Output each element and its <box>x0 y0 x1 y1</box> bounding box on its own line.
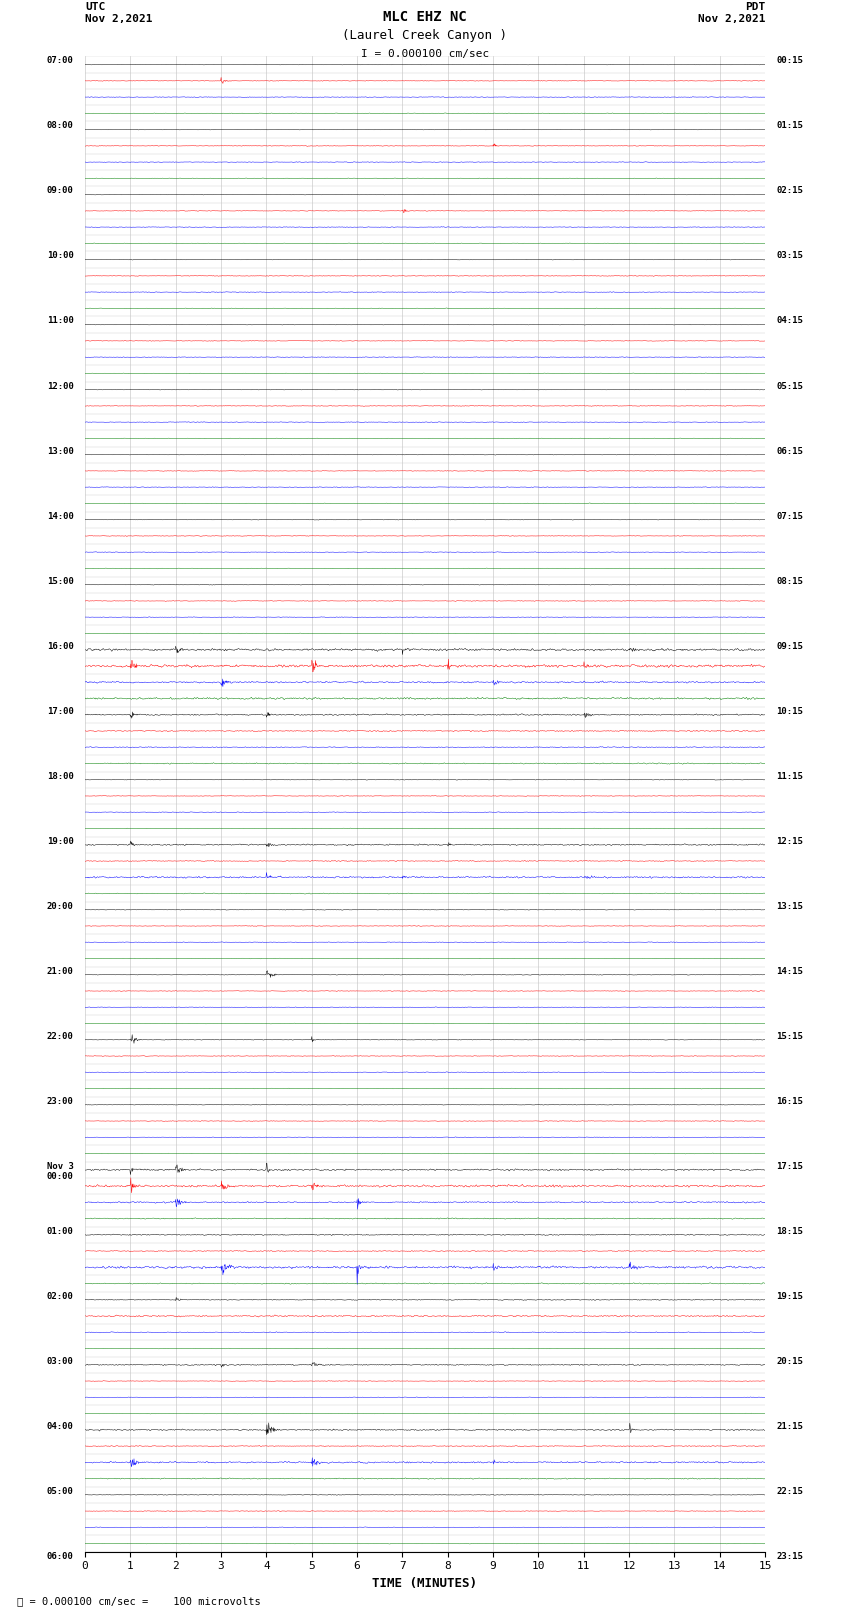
Text: I = 0.000100 cm/sec: I = 0.000100 cm/sec <box>361 50 489 60</box>
Text: 12:00: 12:00 <box>47 382 74 390</box>
Text: 16:00: 16:00 <box>47 642 74 650</box>
Text: 21:15: 21:15 <box>776 1421 803 1431</box>
Text: 09:15: 09:15 <box>776 642 803 650</box>
Text: 17:15: 17:15 <box>776 1161 803 1171</box>
Text: 14:15: 14:15 <box>776 966 803 976</box>
Text: 08:15: 08:15 <box>776 576 803 586</box>
Text: 00:15: 00:15 <box>776 56 803 66</box>
Text: 07:15: 07:15 <box>776 511 803 521</box>
Text: 05:00: 05:00 <box>47 1487 74 1495</box>
Text: 23:00: 23:00 <box>47 1097 74 1105</box>
Text: ℵ = 0.000100 cm/sec =    100 microvolts: ℵ = 0.000100 cm/sec = 100 microvolts <box>17 1597 261 1607</box>
Text: 20:00: 20:00 <box>47 902 74 911</box>
Text: 14:00: 14:00 <box>47 511 74 521</box>
Text: MLC EHZ NC: MLC EHZ NC <box>383 10 467 24</box>
Text: 19:15: 19:15 <box>776 1292 803 1300</box>
Text: 16:15: 16:15 <box>776 1097 803 1105</box>
Text: 15:15: 15:15 <box>776 1032 803 1040</box>
Text: 09:00: 09:00 <box>47 187 74 195</box>
Text: 21:00: 21:00 <box>47 966 74 976</box>
Text: 22:15: 22:15 <box>776 1487 803 1495</box>
Text: 02:15: 02:15 <box>776 187 803 195</box>
Text: UTC
Nov 2,2021: UTC Nov 2,2021 <box>85 2 152 24</box>
Text: PDT
Nov 2,2021: PDT Nov 2,2021 <box>698 2 765 24</box>
Text: 02:00: 02:00 <box>47 1292 74 1300</box>
Text: 15:00: 15:00 <box>47 576 74 586</box>
Text: 06:00: 06:00 <box>47 1552 74 1561</box>
Text: 01:00: 01:00 <box>47 1226 74 1236</box>
Text: Nov 3
00:00: Nov 3 00:00 <box>47 1161 74 1181</box>
Text: 23:15: 23:15 <box>776 1552 803 1561</box>
Text: 19:00: 19:00 <box>47 837 74 845</box>
Text: 18:15: 18:15 <box>776 1226 803 1236</box>
Text: 04:15: 04:15 <box>776 316 803 326</box>
Text: 01:15: 01:15 <box>776 121 803 131</box>
Text: 11:15: 11:15 <box>776 771 803 781</box>
Text: 13:15: 13:15 <box>776 902 803 911</box>
Text: 03:00: 03:00 <box>47 1357 74 1366</box>
Text: 17:00: 17:00 <box>47 706 74 716</box>
Text: 05:15: 05:15 <box>776 382 803 390</box>
Text: 13:00: 13:00 <box>47 447 74 455</box>
Text: 20:15: 20:15 <box>776 1357 803 1366</box>
Text: 10:00: 10:00 <box>47 252 74 260</box>
Text: 12:15: 12:15 <box>776 837 803 845</box>
Text: 07:00: 07:00 <box>47 56 74 66</box>
Text: 06:15: 06:15 <box>776 447 803 455</box>
X-axis label: TIME (MINUTES): TIME (MINUTES) <box>372 1578 478 1590</box>
Text: 04:00: 04:00 <box>47 1421 74 1431</box>
Text: 08:00: 08:00 <box>47 121 74 131</box>
Text: 18:00: 18:00 <box>47 771 74 781</box>
Text: 10:15: 10:15 <box>776 706 803 716</box>
Text: 11:00: 11:00 <box>47 316 74 326</box>
Text: 22:00: 22:00 <box>47 1032 74 1040</box>
Text: (Laurel Creek Canyon ): (Laurel Creek Canyon ) <box>343 29 507 42</box>
Text: 03:15: 03:15 <box>776 252 803 260</box>
